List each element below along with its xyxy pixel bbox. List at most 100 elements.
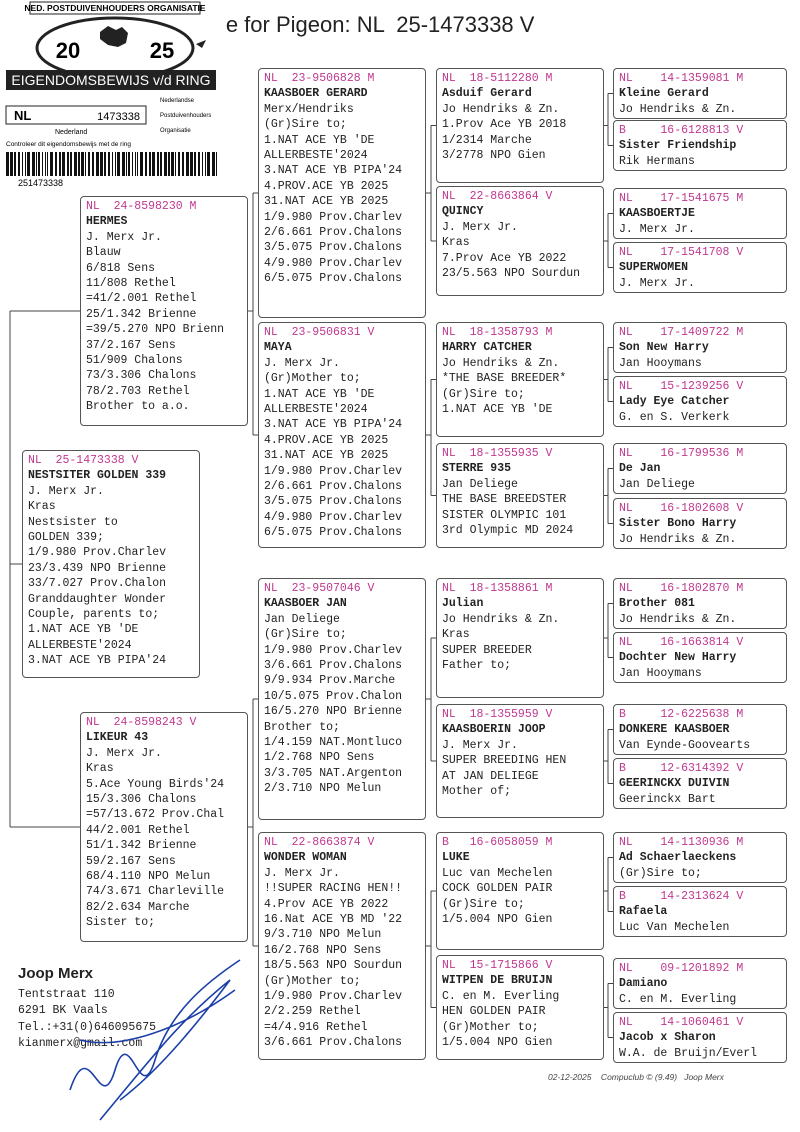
barcode-bar [122, 152, 125, 176]
barcode-bar [157, 152, 159, 176]
ring-number: NL 18-1355935 V [442, 447, 553, 460]
pigeon-box: NL 16-1663814 V Dochter New Harry Jan Hooy… [613, 632, 787, 683]
pigeon-info: (Gr)Mother to; [264, 974, 361, 988]
barcode-bar [175, 152, 176, 176]
pigeon-info: Couple, parents to; [28, 608, 160, 622]
barcode-bar [126, 152, 127, 176]
pigeon-info: J. Merx Jr. [86, 746, 162, 760]
pigeon-info: 1/2.768 NPO Sens [264, 751, 375, 765]
pigeon-box: NL 15-1239256 V Lady Eye Catcher G. en S. … [613, 376, 787, 427]
pigeon-info: 4/9.980 Prov.Charlev [264, 256, 403, 270]
pigeon-info: 3/3.705 NAT.Argenton [264, 766, 403, 780]
barcode-bar [88, 152, 90, 176]
pigeon-info: 3/5.075 Prov.Chalons [264, 241, 403, 255]
pigeon-info: Brother to; [264, 720, 340, 734]
barcode-bar [32, 152, 35, 176]
pigeon-info: 23/3.439 NPO Brienne [28, 561, 167, 575]
pigeon-info: 2/2.259 Rethel [264, 1005, 361, 1019]
barcode-bar [55, 152, 57, 176]
breeder-line: Tentstraat 110 [18, 987, 115, 1001]
pigeon-box: NL 23-9507046 V KAASBOER JAN Jan Deliege (G… [258, 578, 426, 820]
ring-country: NL [14, 108, 31, 123]
barcode-bar [145, 152, 147, 176]
pigeon-name: SUPERWOMEN [619, 261, 689, 275]
ring-number: NL 16-1802608 V [619, 502, 744, 515]
ring-number: NL 23-9506828 M [264, 72, 375, 85]
ring-number: B 14-2313624 V [619, 890, 744, 903]
pigeon-info: THE BASE BREEDSTER [442, 493, 567, 507]
pigeon-info: (Gr)Sire to; [442, 897, 525, 911]
pigeon-info: 7.Prov Ace YB 2022 [442, 251, 567, 265]
ring-number: NL 23-9506831 V [264, 326, 375, 339]
pigeon-info: *THE BASE BREEDER* [442, 372, 567, 386]
pigeon-info: 16/5.270 NPO Brienne [264, 705, 403, 719]
signature [69, 959, 241, 1121]
pigeon-info: 4.PROV.ACE YB 2025 [264, 433, 389, 447]
pigeon-info: J. Merx Jr. [442, 738, 518, 752]
barcode-bar [140, 152, 143, 176]
barcode-bar [36, 152, 37, 176]
emblem [100, 26, 128, 47]
pigeon-info: Luc Van Mechelen [619, 920, 730, 934]
ring-number: B 12-6225638 M [619, 708, 744, 721]
barcode-bar [10, 152, 13, 176]
pigeon-box: NL 18-1355959 V KAASBOERIN JOOP J. Merx Jr… [436, 704, 604, 818]
pigeon-info: 9/3.710 NPO Melun [264, 928, 382, 942]
pigeon-info: 3.NAT ACE YB PIPA'24 [264, 418, 403, 432]
ring-number: NL 23-9507046 V [264, 582, 375, 595]
pigeon-info: COCK GOLDEN PAIR [442, 882, 553, 896]
pigeon-info: 44/2.001 Rethel [86, 823, 190, 837]
pigeon-name: Brother 081 [619, 597, 695, 611]
breeder: Joop Merx Tentstraat 110 6291 BK Vaals T… [18, 965, 156, 1053]
barcode-bar [50, 152, 53, 176]
barcode-bar [135, 152, 136, 176]
pigeon-info: 1/9.980 Prov.Charlev [264, 464, 403, 478]
pigeon-name: Asduif Gerard [442, 87, 532, 101]
ring-number: NL 18-1358861 M [442, 582, 553, 595]
pigeon-box: B 14-2313624 V Rafaela Luc Van Mechelen [613, 886, 787, 937]
pigeon-info: ALLERBESTE'2024 [28, 638, 132, 652]
pigeon-info: 1/9.980 Prov.Charlev [28, 546, 167, 560]
barcode-bar [160, 152, 162, 176]
ring-field [5, 105, 147, 125]
year-left: 20 [56, 38, 80, 63]
barcode-bar [47, 152, 48, 176]
barcode [6, 152, 217, 176]
barcode-bar [115, 152, 116, 176]
pigeon-box: NL 23-9506828 M KAASBOER GERARD Merx/Hendr… [258, 68, 426, 318]
pigeon-info: 2/3.710 NPO Melun [264, 782, 382, 796]
pigeon-box: NL 17-1409722 M Son New Harry Jan Hooymans [613, 322, 787, 373]
barcode-bar [45, 152, 46, 176]
ring-number: 1473338 [97, 111, 140, 123]
pigeon-info: 4.PROV.ACE YB 2025 [264, 179, 389, 193]
ring-number: B 16-6128813 V [619, 124, 744, 137]
pigeon-info: 31.NAT ACE YB 2025 [264, 449, 389, 463]
ring-number: NL 17-1541708 V [619, 246, 744, 259]
pigeon-info: 1/5.004 NPO Gien [442, 913, 553, 927]
pigeon-info: 2/6.661 Prov.Chalons [264, 226, 403, 240]
pigeon-name: QUINCY [442, 205, 484, 219]
pigeon-info: J. Merx Jr. [442, 220, 518, 234]
pigeon-info: Jo Hendriks & Zn. [619, 532, 737, 546]
ring-number: B 16-6058059 M [442, 836, 553, 849]
pigeon-info: Sister to; [86, 916, 156, 930]
barcode-bar [6, 152, 9, 176]
ring-number: NL 09-1201892 M [619, 962, 744, 975]
pigeon-info: Van Eynde-Goovearts [619, 738, 751, 752]
pigeon-info: Kras [28, 500, 56, 514]
barcode-bar [164, 152, 167, 176]
pigeon-info: 1/5.004 NPO Gien [442, 1036, 553, 1050]
pigeon-info: 3/2778 NPO Gien [442, 149, 546, 163]
pigeon-info: 78/2.703 Rethel [86, 384, 190, 398]
pigeon-info: J. Merx Jr. [86, 230, 162, 244]
ring-number: NL 17-1409722 M [619, 326, 744, 339]
pigeon-info: AT JAN DELIEGE [442, 769, 539, 783]
pigeon-info: (Gr)Mother to; [264, 372, 361, 386]
pigeon-box: B 12-6314392 V GEERINCKX DUIVIN Geerinckx … [613, 758, 787, 809]
pigeon-info: 16.Nat ACE YB MD '22 [264, 913, 403, 927]
barcode-bar [70, 152, 72, 176]
barcode-bar [152, 152, 155, 176]
pigeon-box: NL 16-1802870 M Brother 081 Jo Hendriks & … [613, 578, 787, 629]
pigeon-info: J. Merx Jr. [619, 222, 695, 236]
